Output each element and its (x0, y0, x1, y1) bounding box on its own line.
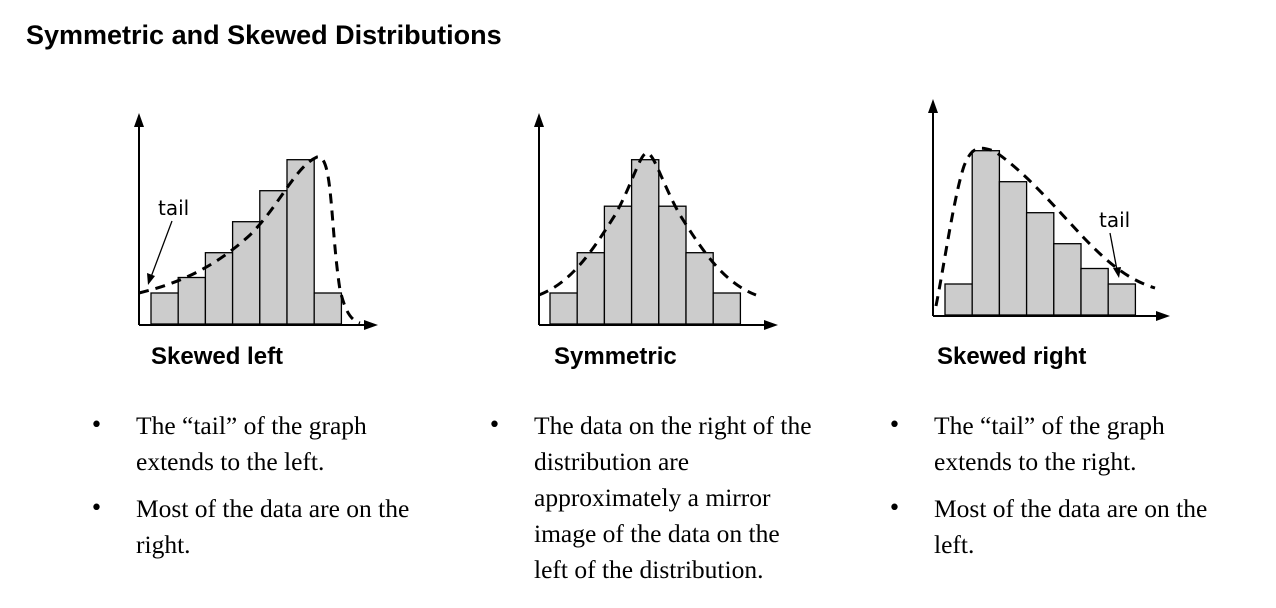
bullet-dot-icon: • (888, 413, 901, 438)
histogram-bar (1080, 267, 1109, 316)
panel-label-skewed-left: Skewed left (151, 343, 284, 370)
symmetric-histogram (534, 113, 778, 330)
bullet-list-symmetric: • The data on the right of the distributi… (488, 408, 818, 599)
x-axis-arrow (364, 320, 378, 330)
tail-pointer (150, 220, 173, 278)
panel-label-skewed-right: Skewed right (937, 343, 1087, 370)
bullet-dot-icon: • (488, 413, 501, 438)
tail-pointer-head (147, 273, 155, 285)
histogram-bars (150, 159, 343, 325)
histogram-bar (685, 252, 714, 325)
skewed-right-histogram: tail (928, 99, 1170, 321)
symmetric-panel: Symmetric • The data on the right of the … (430, 0, 860, 608)
bullet-item: • Most of the data are on the left. (888, 491, 1228, 563)
bullet-item: • Most of the data are on the right. (90, 491, 420, 563)
tail-pointer-head (1113, 267, 1121, 278)
tail-label: tail (1099, 208, 1130, 232)
skewed-right-panel: tail Skewed right • The “tail” of the gra… (860, 0, 1276, 608)
x-axis-arrow (764, 320, 778, 330)
panel-label-symmetric: Symmetric (554, 343, 677, 370)
histogram-bar (630, 159, 660, 325)
density-curve (934, 146, 1156, 307)
histogram-bar (204, 252, 234, 325)
histogram-bar (1025, 212, 1055, 316)
histogram-bar (549, 292, 578, 325)
histogram-bars (549, 159, 742, 325)
histogram-bar (313, 292, 343, 325)
tail-label: tail (158, 196, 189, 220)
bullet-item: • The “tail” of the graph extends to the … (90, 408, 420, 480)
histogram-bar (971, 150, 1001, 316)
y-axis-arrow (134, 113, 144, 127)
skewed-left-panel: tail Skewed left • The “tail” of the grap… (0, 0, 430, 608)
histogram-bar (944, 283, 973, 316)
histogram-bar (177, 276, 207, 325)
y-axis-arrow (928, 99, 938, 113)
histogram-bars (944, 150, 1137, 316)
histogram-bar (286, 159, 315, 325)
histogram-bar (150, 292, 179, 325)
density-curve (138, 155, 361, 325)
bullet-dot-icon: • (90, 413, 103, 438)
histogram-bar (658, 205, 687, 325)
bullet-list-skewed-left: • The “tail” of the graph extends to the … (90, 408, 420, 574)
bullet-item: • The data on the right of the distributi… (488, 408, 818, 588)
y-axis-arrow (534, 113, 544, 127)
skewed-left-histogram: tail (134, 113, 378, 330)
histogram-bar (1107, 283, 1137, 316)
tail-pointer (1109, 232, 1118, 271)
histogram-bar (1053, 243, 1082, 316)
histogram-bar (603, 205, 633, 325)
x-axis-arrow (1156, 311, 1170, 321)
histogram-bar (712, 292, 742, 325)
histogram-bar (998, 181, 1028, 316)
page-title: Symmetric and Skewed Distributions (26, 20, 502, 50)
bullet-dot-icon: • (888, 496, 901, 521)
bullet-list-skewed-right: • The “tail” of the graph extends to the … (888, 408, 1228, 574)
bullet-item: • The “tail” of the graph extends to the … (888, 408, 1228, 480)
histogram-bar (259, 190, 288, 325)
bullet-dot-icon: • (90, 496, 103, 521)
